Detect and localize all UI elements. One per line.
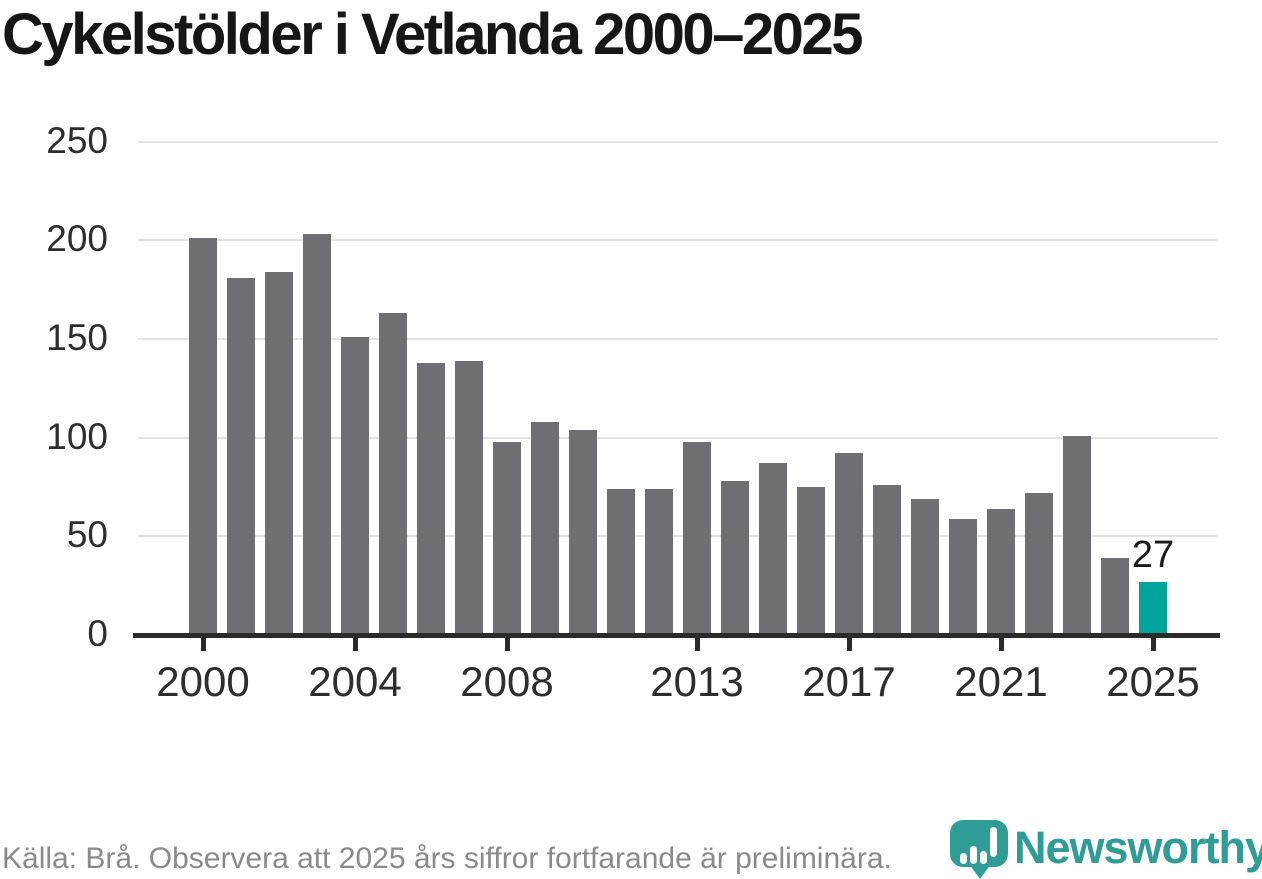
x-axis-label-2004: 2004 [308, 658, 402, 705]
logo-mini-bar [980, 851, 987, 864]
y-axis-label-100: 100 [46, 415, 108, 457]
bar-2012 [645, 489, 673, 635]
bar-2001 [227, 278, 255, 635]
bar-2011 [607, 489, 635, 635]
gridline-250 [138, 140, 1218, 143]
y-axis-label-200: 200 [46, 218, 108, 260]
logo-mini-bar [970, 846, 977, 864]
bar-2004 [341, 337, 369, 635]
x-axis-tick-2004 [353, 636, 358, 651]
x-axis-tick-2017 [847, 636, 852, 651]
bar-2009 [531, 422, 559, 635]
bar-2002 [265, 272, 293, 635]
bar-2015 [759, 463, 787, 635]
bar-2013 [683, 442, 711, 635]
x-axis-line [133, 633, 1220, 638]
y-axis-label-250: 250 [46, 119, 108, 161]
bar-2005 [379, 313, 407, 635]
bar-2020 [949, 519, 977, 635]
bar-2018 [873, 485, 901, 635]
gridline-100 [138, 436, 1218, 439]
newsworthy-bubble-barchart-icon [950, 820, 1008, 879]
gridline-50 [138, 535, 1218, 538]
bar-2019 [911, 499, 939, 635]
logo-wordmark: Newsworthy [1014, 822, 1262, 873]
y-axis-label-0: 0 [87, 613, 108, 655]
logo-mini-bar [960, 853, 967, 864]
x-axis-label-2008: 2008 [460, 658, 554, 705]
logo-bubble-shape [950, 820, 1008, 867]
highlight-value-label: 27 [1131, 534, 1175, 576]
bar-2008 [493, 442, 521, 635]
source-note: Källa: Brå. Observera att 2025 års siffr… [2, 842, 892, 875]
bar-2003 [303, 234, 331, 635]
logo-mini-bar [990, 827, 997, 857]
bar-2023 [1063, 436, 1091, 635]
y-axis-label-50: 50 [66, 514, 108, 556]
gridline-200 [138, 239, 1218, 242]
bar-2014 [721, 481, 749, 635]
chart-title: Cykelstölder i Vetlanda 2000–2025 [2, 2, 863, 67]
bar-2000 [189, 238, 217, 635]
bar-2017 [835, 453, 863, 635]
bar-2007 [455, 361, 483, 635]
bar-2021 [987, 509, 1015, 635]
x-axis-label-2017: 2017 [802, 658, 896, 705]
bar-2006 [417, 363, 445, 635]
bar-2010 [569, 430, 597, 635]
x-axis-label-2013: 2013 [650, 658, 744, 705]
bar-2024 [1101, 558, 1129, 635]
x-axis-tick-2000 [201, 636, 206, 651]
x-axis-label-2000: 2000 [156, 658, 250, 705]
newsworthy-logo: Newsworthy [950, 818, 1262, 879]
x-axis-label-2025: 2025 [1106, 658, 1200, 705]
x-axis-tick-2013 [695, 636, 700, 651]
y-axis-label-150: 150 [46, 317, 108, 359]
logo-bubble-pointer [969, 864, 991, 879]
x-axis-tick-2025 [1151, 636, 1156, 651]
bar-2016 [797, 487, 825, 635]
x-axis-tick-2008 [505, 636, 510, 651]
gridline-150 [138, 338, 1218, 341]
bar-2022 [1025, 493, 1053, 635]
x-axis-tick-2021 [999, 636, 1004, 651]
bar-2025 [1139, 582, 1167, 635]
x-axis-label-2021: 2021 [954, 658, 1048, 705]
